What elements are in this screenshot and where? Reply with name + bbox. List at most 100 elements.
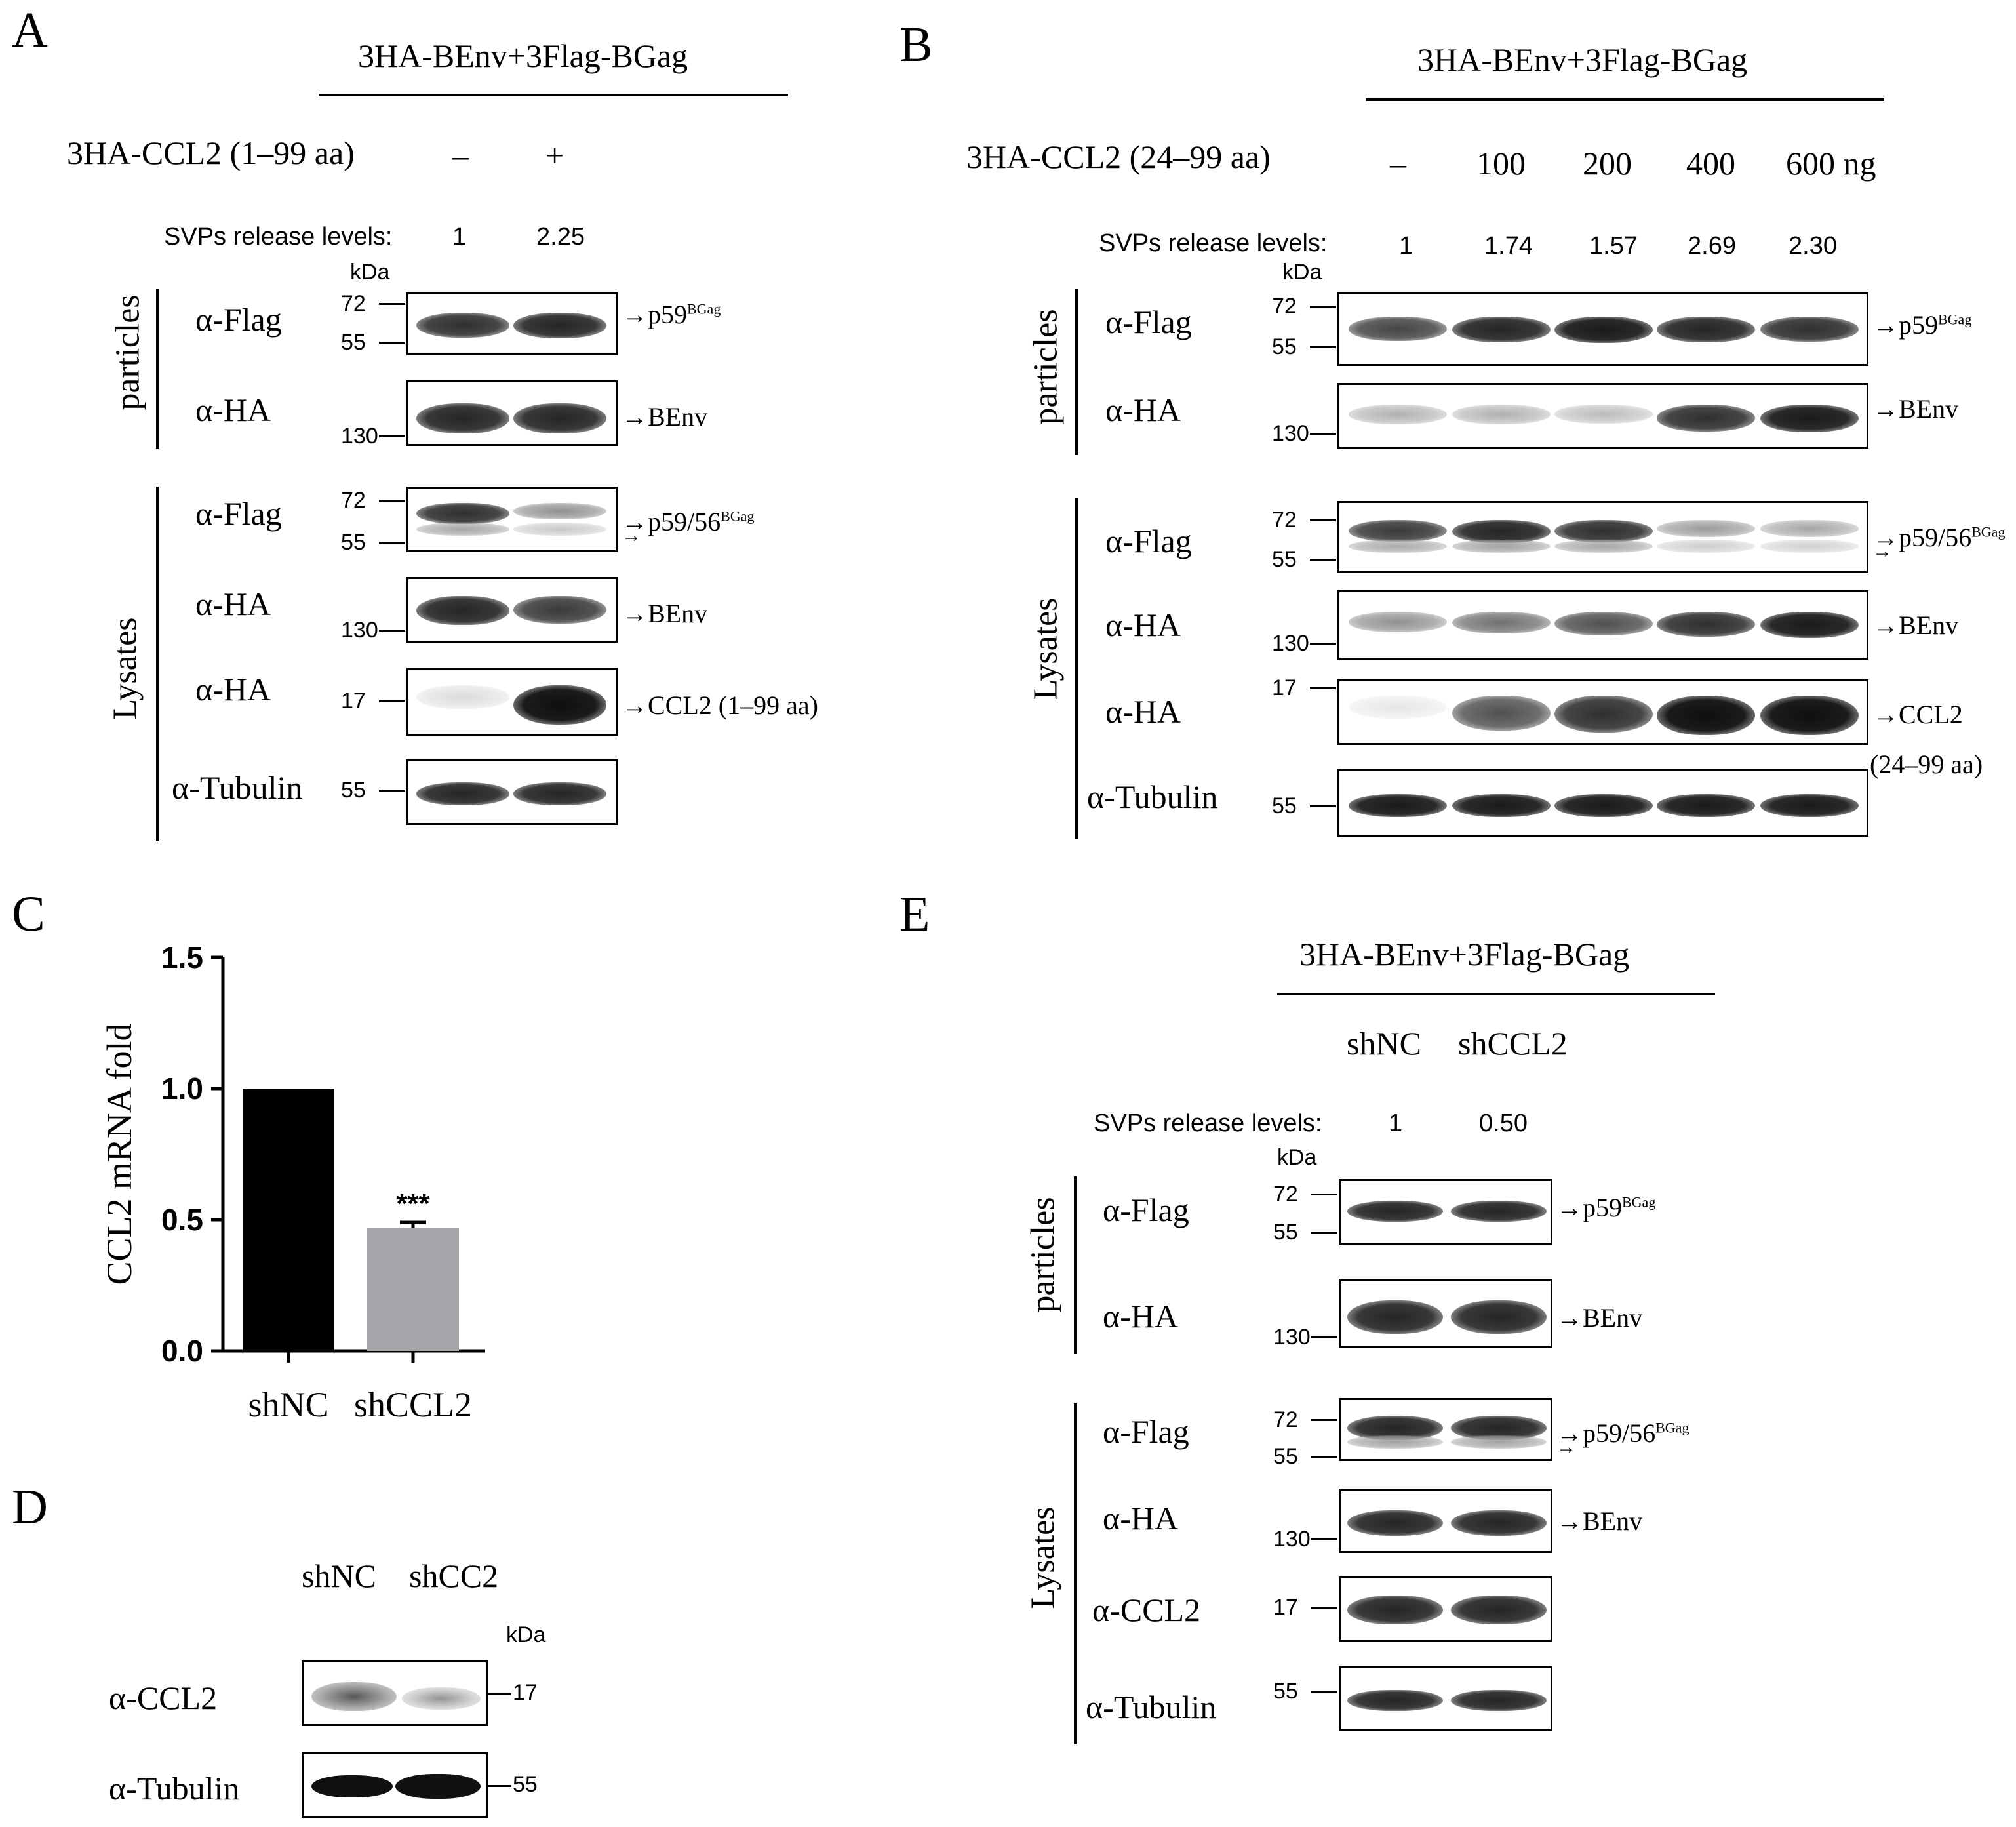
band	[1349, 794, 1447, 818]
panel-a-svp-label: SVPs release levels:	[164, 223, 393, 251]
band	[1451, 1201, 1547, 1222]
e-mw-marker: 130	[1273, 1325, 1311, 1350]
panel-letter-c: C	[12, 887, 45, 942]
band-name: CCL2	[1899, 700, 1963, 729]
b-band-label-3: →p59/56BGag	[1872, 525, 2005, 551]
panel-e-particles-bracket	[1074, 1176, 1077, 1354]
band-name: p59/56	[1899, 523, 1972, 552]
b-band-label-5: →CCL2	[1872, 702, 1963, 728]
mw-marker-tick	[1310, 306, 1336, 308]
band	[513, 685, 606, 725]
panel-a-kda: kDa	[350, 260, 390, 285]
b-blot-6	[1337, 769, 1868, 837]
a-antibody-4: α-HA	[195, 586, 271, 622]
b-blot-3	[1337, 501, 1868, 573]
arrow-icon: →	[1872, 611, 1899, 640]
mw-marker-tick	[1311, 1607, 1337, 1609]
band	[1760, 696, 1859, 735]
b-mw-marker: 55	[1272, 547, 1297, 572]
e-band-label-1: →p59BGag	[1556, 1195, 1655, 1221]
panel-b-svp-2: 1.74	[1484, 232, 1533, 260]
panel-d-blot-tubulin	[302, 1752, 488, 1818]
panel-e-lysates-bracket	[1074, 1403, 1077, 1744]
y-tick-label: 0.0	[161, 1334, 203, 1368]
panel-a-lane-2: +	[545, 137, 564, 174]
band-superscript: BGag	[1971, 523, 2006, 540]
band	[416, 523, 509, 536]
a-blot-3	[406, 487, 618, 552]
e-band-label-2: →BEnv	[1556, 1305, 1642, 1331]
band-superscript: BGag	[721, 508, 755, 525]
mw-marker-tick	[1310, 687, 1336, 689]
e-blot-2	[1339, 1279, 1552, 1348]
panel-b-particles-label: particles	[1027, 309, 1065, 425]
panel-a-svp-1: 1	[452, 223, 467, 251]
band	[1554, 612, 1653, 635]
mw-marker-tick	[1310, 805, 1336, 807]
mw-marker-tick	[379, 542, 405, 544]
band-superscript: BGag	[1622, 1194, 1656, 1211]
band	[416, 403, 509, 433]
e-antibody-1: α-Flag	[1103, 1192, 1189, 1228]
mw-marker-tick	[1310, 519, 1336, 521]
band-superscript: BGag	[1655, 1419, 1690, 1436]
band	[1451, 1596, 1547, 1624]
panel-b-lysates-label: Lysates	[1027, 597, 1065, 700]
b-blot-1	[1337, 292, 1868, 366]
band	[1349, 405, 1447, 424]
e-mw-marker: 17	[1273, 1595, 1298, 1620]
band	[1554, 317, 1653, 343]
b-antibody-2: α-HA	[1105, 392, 1181, 428]
band-name: BEnv	[648, 599, 708, 628]
e-mw-marker: 130	[1273, 1527, 1311, 1552]
band-name: p59/56	[648, 507, 721, 536]
panel-b-lysates-bracket	[1075, 498, 1078, 839]
b-mw-marker: 55	[1272, 793, 1297, 818]
panel-d-lane-2: shCC2	[409, 1557, 499, 1594]
e-band-label-4: →BEnv	[1556, 1508, 1642, 1535]
band	[513, 503, 606, 520]
bar-shNC	[243, 1089, 334, 1351]
e-band-label-3: →p59/56BGag	[1556, 1420, 1689, 1447]
panel-e-header: 3HA-BEnv+3Flag-BGag	[1299, 936, 1630, 973]
e-mw-marker: 72	[1273, 1407, 1298, 1432]
arrow-icon: →	[1872, 523, 1899, 552]
band	[1349, 520, 1447, 542]
panel-b-ccl2-subtitle: (24–99 aa)	[1870, 750, 1983, 779]
panel-a-particles-label: particles	[109, 294, 147, 411]
band	[1554, 405, 1653, 424]
arrow-icon: →	[1556, 1506, 1583, 1536]
band	[1760, 794, 1859, 818]
panel-b-kda: kDa	[1282, 260, 1322, 285]
mw-marker-tick	[1310, 346, 1336, 348]
b-blot-5	[1337, 679, 1868, 745]
b-mw-marker: 72	[1272, 294, 1297, 319]
mw-marker-tick	[379, 500, 405, 502]
panel-d-antibody-2: α-Tubulin	[109, 1770, 240, 1807]
a-band-label-5: →CCL2 (1–99 aa)	[622, 693, 818, 719]
band	[416, 596, 509, 625]
mw-marker-tick	[1311, 1232, 1337, 1234]
band-name: p59	[648, 300, 687, 329]
a-blot-1	[406, 292, 618, 355]
mw-marker-tick	[1311, 1419, 1337, 1421]
mw-marker-tick	[1310, 433, 1336, 435]
mw-marker-tick	[379, 700, 405, 702]
a-blot-4	[406, 577, 618, 643]
arrow-icon: →	[1556, 1303, 1583, 1333]
a-band-label-4: →BEnv	[622, 601, 707, 627]
e-blot-6	[1339, 1666, 1552, 1731]
a-mw-marker: 17	[341, 689, 366, 713]
band	[1451, 1690, 1547, 1712]
a-blot-6	[406, 759, 618, 825]
arrow-icon: →	[1872, 394, 1899, 424]
panel-a-lysates-label: Lysates	[106, 617, 144, 720]
b-mw-marker: 17	[1272, 675, 1297, 700]
arrow-icon: →	[622, 507, 648, 536]
band	[1657, 317, 1755, 343]
x-tick-label: shNC	[248, 1385, 328, 1424]
band-name: BEnv	[1583, 1303, 1643, 1333]
mw-marker-tick	[1311, 1456, 1337, 1458]
panel-a-svp-2: 2.25	[536, 223, 585, 251]
e-mw-marker: 55	[1273, 1444, 1298, 1469]
